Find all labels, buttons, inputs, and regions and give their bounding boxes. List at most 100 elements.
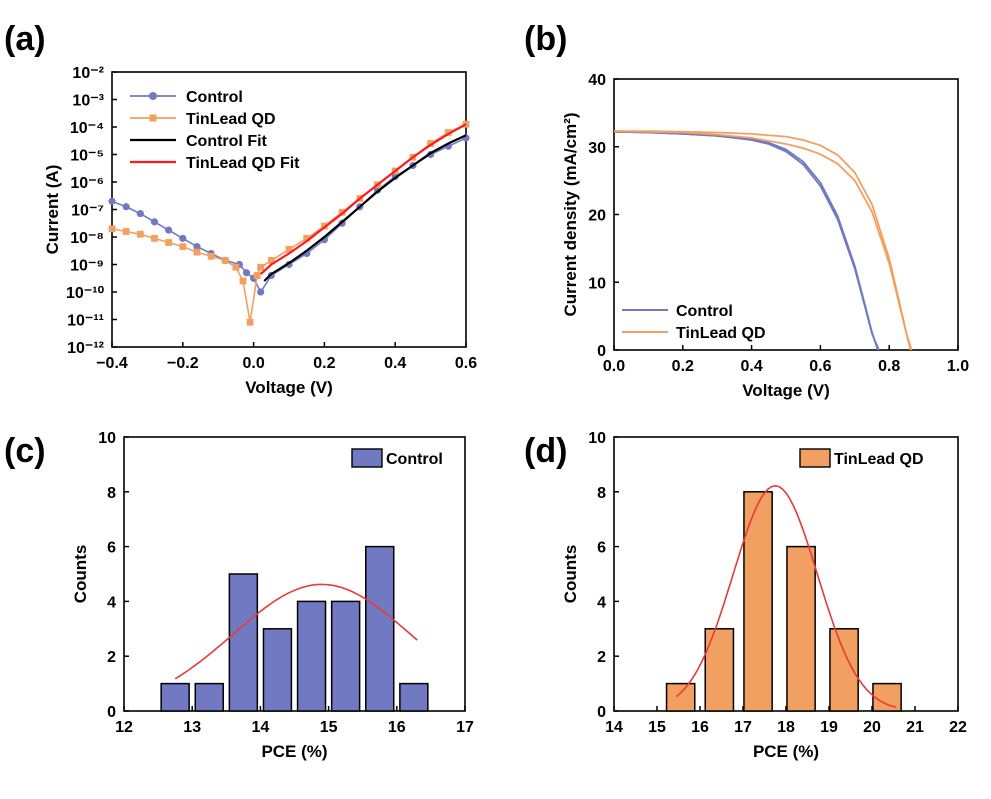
plot-frame-a	[111, 71, 467, 348]
x-axis-label-a: Voltage (V)	[245, 378, 333, 397]
histogram-bar	[365, 545, 395, 712]
x-tick-label-a: 0.4	[384, 355, 406, 372]
x-tick-label-b: 1.0	[947, 358, 969, 375]
data-point-control	[165, 226, 173, 234]
data-point-tinlead	[232, 263, 240, 271]
y-tick-label-c: 10	[98, 430, 116, 447]
x-tick-label-b: 0.6	[809, 358, 831, 375]
y-tick-label-a: 10⁻¹¹	[67, 313, 104, 330]
jv-curve-3	[613, 130, 912, 351]
legend-b: Control TinLead QD	[622, 303, 766, 342]
data-point-tinlead	[221, 256, 229, 264]
histogram-bar	[872, 682, 902, 712]
histogram-bar	[194, 682, 224, 712]
x-tick-label-b: 0.4	[740, 358, 762, 375]
y-tick-label-d: 2	[597, 649, 606, 666]
legend-swatch-c	[351, 448, 383, 468]
histogram-bar	[228, 573, 259, 712]
y-tick-label-c: 4	[107, 594, 116, 611]
y-tick-label-b: 10	[588, 275, 606, 292]
y-tick-label-a: 10⁻⁴	[70, 120, 104, 137]
data-point-tinlead	[246, 318, 254, 326]
histogram-bar	[330, 600, 361, 712]
y-tick-label-c: 8	[107, 485, 116, 502]
x-tick-label-a: 0.2	[313, 355, 335, 372]
data-point-tinlead	[267, 256, 275, 264]
y-tick-label-b: 0	[597, 343, 606, 360]
data-point-tinlead	[207, 252, 215, 260]
jv-curve-1	[613, 130, 879, 351]
y-tick-label-b: 30	[588, 140, 606, 157]
legend-marker-control	[149, 92, 157, 100]
control-histogram: 12 13 14 15 16 17 0 2 4 6 8 10 PCE (%) Counts Control	[71, 430, 474, 761]
y-tick-label-b: 40	[588, 72, 606, 89]
y-tick-label-a: 10⁻⁹	[70, 258, 104, 275]
series-line-a-3	[259, 123, 467, 275]
x-tick-label-c: 15	[320, 719, 338, 736]
y-tick-label-d: 6	[597, 540, 606, 557]
x-tick-label-c: 12	[115, 719, 133, 736]
x-tick-label-c: 13	[183, 719, 201, 736]
x-tick-label-d: 20	[863, 719, 881, 736]
y-tick-label-c: 6	[107, 540, 116, 557]
x-tick-label-b: 0.0	[603, 358, 625, 375]
x-tick-label-d: 21	[906, 719, 924, 736]
y-tick-label-c: 0	[107, 704, 116, 721]
series-line-a-2	[263, 134, 467, 282]
data-point-control	[242, 269, 251, 277]
data-point-control	[122, 203, 130, 211]
data-point-tinlead	[165, 239, 173, 246]
legend-a: Control TinLead QD Control Fit TinLead QD F…	[130, 89, 300, 172]
legend-label-a: TinLead QD	[186, 111, 276, 128]
x-tick-label-a: 0.0	[242, 355, 264, 372]
y-tick-label-a: 10⁻⁷	[71, 203, 104, 220]
data-point-tinlead	[444, 129, 452, 136]
x-tick-label-a: −0.2	[167, 355, 199, 372]
data-point-control	[257, 288, 265, 296]
x-tick-label-d: 16	[691, 719, 709, 736]
data-point-tinlead	[285, 245, 293, 253]
histogram-bar	[262, 628, 293, 712]
y-axis-label-b: Current density (mA/cm²)	[561, 112, 580, 316]
plot-frame-c	[123, 436, 466, 712]
gaussian-fit-curve	[174, 583, 418, 680]
x-axis-label-b: Voltage (V)	[742, 381, 830, 400]
y-tick-label-a: 10⁻¹⁰	[66, 285, 105, 302]
data-point-tinlead	[303, 234, 311, 242]
legend-label-c: Control	[386, 451, 443, 468]
y-axis-label-d: Counts	[561, 545, 580, 604]
y-axis-label-a: Current (A)	[43, 165, 62, 255]
x-tick-label-d: 14	[605, 719, 623, 736]
histogram-bar	[743, 491, 773, 712]
legend-label-b: Control	[676, 303, 733, 320]
x-tick-label-b: 0.2	[672, 358, 694, 375]
x-axis-label-c: PCE (%)	[261, 742, 327, 761]
tinlead-histogram: 14 15 16 17 18 19 20 21 22 0 2 4 6 8 10 PCE (%) Counts Ti…	[561, 430, 967, 761]
y-tick-label-d: 10	[588, 430, 606, 447]
y-tick-label-d: 0	[597, 704, 606, 721]
x-axis-label-d: PCE (%)	[753, 742, 819, 761]
data-point-tinlead	[257, 263, 265, 271]
iv-dark-chart: −0.4 −0.2 0.0 0.2 0.4 0.6 10⁻¹² 10⁻¹¹ 10⁻¹⁰ 10⁻⁹ 1…	[43, 65, 477, 397]
y-tick-label-b: 20	[588, 208, 606, 225]
panel-label-c: (c)	[4, 432, 46, 470]
legend-swatch-d	[799, 448, 831, 468]
y-tick-label-a: 10⁻⁸	[70, 230, 104, 247]
data-point-control	[136, 210, 144, 218]
y-tick-label-d: 4	[597, 594, 606, 611]
x-tick-label-c: 17	[456, 719, 474, 736]
x-tick-label-a: −0.4	[96, 355, 128, 372]
histogram-bar	[665, 682, 696, 712]
data-point-tinlead	[239, 277, 247, 285]
data-point-tinlead	[253, 272, 261, 279]
y-tick-label-c: 2	[107, 649, 116, 666]
data-point-tinlead	[427, 140, 434, 147]
y-tick-label-a: 10⁻²	[72, 65, 104, 82]
gaussian-fit-curve	[675, 484, 896, 708]
histogram-bar	[786, 545, 816, 712]
data-point-tinlead	[151, 234, 158, 242]
histogram-bar	[160, 682, 190, 712]
y-tick-label-a: 10⁻³	[72, 93, 104, 110]
y-tick-label-a: 10⁻¹²	[67, 340, 104, 357]
